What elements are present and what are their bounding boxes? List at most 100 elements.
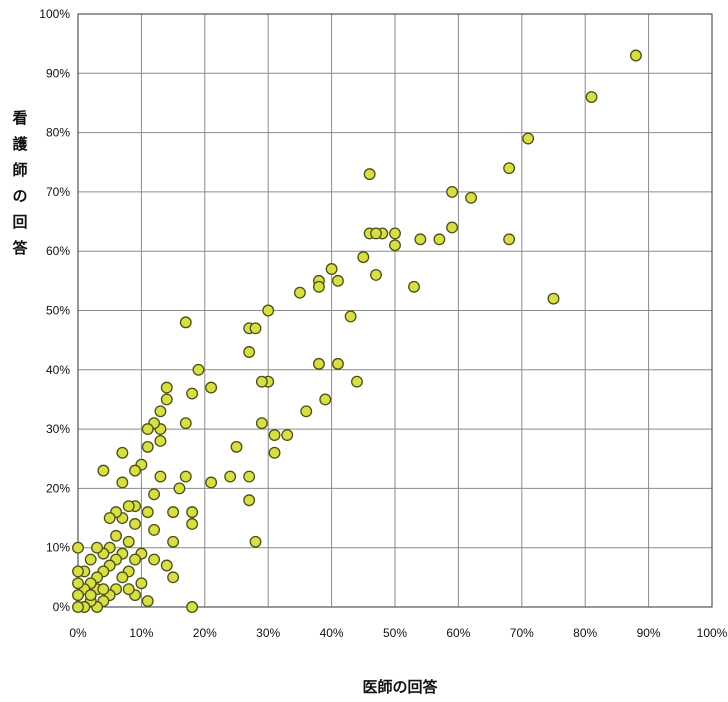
scatter-point	[293, 286, 306, 299]
plot-border	[77, 13, 713, 608]
x-tick-label: 90%	[637, 626, 661, 640]
scatter-point	[262, 304, 275, 317]
data-points	[72, 49, 642, 613]
scatter-point	[192, 363, 205, 376]
scatter-point	[167, 571, 180, 584]
scatter-point	[154, 435, 167, 447]
scatter-point	[186, 518, 199, 530]
scatter-point	[141, 440, 154, 453]
scatter-point	[331, 357, 344, 370]
scatter-point	[389, 227, 401, 240]
x-tick-label: 10%	[129, 626, 153, 640]
scatter-point	[141, 506, 154, 519]
y-tick-label: 50%	[46, 304, 70, 318]
scatter-point	[389, 239, 401, 252]
scatter-point	[141, 595, 154, 608]
y-axis-label-char: 看	[12, 109, 27, 127]
scatter-point	[122, 583, 135, 596]
scatter-point	[446, 221, 459, 234]
y-tick-label: 10%	[46, 541, 70, 555]
scatter-point	[255, 417, 268, 430]
y-tick-label: 100%	[39, 7, 70, 21]
y-axis-label: 看護師の回答	[12, 109, 28, 257]
scatter-point	[141, 423, 154, 436]
scatter-point	[433, 233, 446, 246]
scatter-point	[122, 535, 135, 548]
x-tick-label: 0%	[69, 626, 87, 640]
x-tick-label: 50%	[383, 626, 407, 640]
scatter-point	[268, 429, 281, 441]
scatter-point	[167, 535, 180, 548]
scatter-point	[179, 417, 192, 430]
y-axis-label-char: 師	[12, 161, 27, 179]
scatter-point	[249, 322, 262, 335]
scatter-point	[148, 553, 161, 566]
scatter-point	[300, 405, 313, 418]
y-tick-label: 20%	[46, 481, 70, 495]
scatter-point	[547, 292, 560, 305]
scatter-point	[72, 589, 84, 602]
scatter-point	[160, 393, 173, 406]
scatter-point	[408, 280, 420, 293]
y-axis-label-char: 回	[12, 213, 27, 231]
scatter-point	[148, 488, 161, 501]
scatter-point	[503, 162, 516, 175]
y-tick-label: 60%	[46, 244, 70, 258]
scatter-point	[205, 476, 218, 489]
scatter-point	[72, 601, 84, 613]
scatter-point	[363, 168, 376, 181]
scatter-point	[351, 375, 363, 388]
scatter-point	[72, 541, 84, 554]
x-tick-label: 20%	[193, 626, 217, 640]
scatter-point	[116, 476, 129, 489]
scatter-point	[72, 577, 84, 590]
scatter-point	[522, 132, 535, 145]
scatter-point	[97, 583, 110, 596]
scatter-point	[465, 191, 478, 204]
scatter-point	[629, 49, 642, 62]
y-axis-label-char: 護	[12, 135, 28, 153]
scatter-point	[173, 482, 186, 495]
scatter-point	[179, 470, 192, 483]
scatter-point	[205, 381, 218, 394]
scatter-point	[84, 589, 97, 602]
scatter-point	[186, 506, 199, 519]
y-axis-label-char: 答	[12, 239, 28, 257]
scatter-point	[135, 577, 148, 590]
scatter-point	[154, 405, 167, 418]
scatter-point	[103, 512, 116, 525]
x-tick-label: 40%	[320, 626, 344, 640]
y-axis-label-char: の	[12, 187, 27, 205]
y-tick-label: 40%	[46, 363, 70, 377]
scatter-point	[325, 263, 338, 275]
scatter-point	[110, 529, 122, 542]
y-tick-label: 90%	[46, 66, 70, 80]
scatter-point	[331, 274, 344, 287]
scatter-point	[116, 446, 129, 459]
scatter-point	[97, 464, 110, 477]
scatter-point	[186, 601, 199, 613]
scatter-point	[116, 571, 129, 584]
scatter-point	[154, 470, 167, 483]
x-tick-label: 70%	[510, 626, 534, 640]
scatter-point	[585, 91, 598, 103]
scatter-point	[160, 381, 173, 394]
scatter-point	[249, 535, 262, 548]
scatter-point	[243, 470, 256, 483]
scatter-point	[312, 357, 325, 370]
y-tick-label: 80%	[46, 126, 70, 140]
scatter-point	[255, 375, 268, 388]
x-tick-label: 80%	[573, 626, 597, 640]
scatter-point	[357, 251, 370, 264]
scatter-point	[268, 446, 281, 459]
scatter-point	[84, 553, 97, 566]
scatter-point	[230, 440, 243, 453]
y-tick-label: 30%	[46, 422, 70, 436]
scatter-point	[186, 387, 199, 400]
scatter-point	[148, 523, 161, 536]
scatter-point	[243, 346, 256, 358]
scatter-point	[179, 316, 192, 329]
scatter-point	[344, 310, 357, 323]
axis-ticks: 0% 10% 20% 30% 40% 50% 60% 70% 80% 90% 100% 0% 10% 20…	[39, 7, 727, 640]
